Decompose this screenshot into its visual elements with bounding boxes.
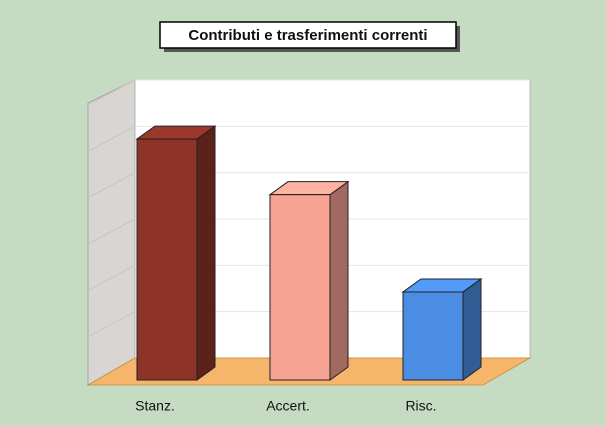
title-box: [159, 21, 457, 49]
bar-side: [329, 180, 349, 381]
x-tick-label: Stanz.: [135, 398, 175, 414]
side-grid-line: [87, 125, 136, 152]
bar-side: [462, 277, 482, 381]
x-tick-label: Accert.: [266, 398, 310, 414]
side-grid-line: [87, 172, 136, 199]
side-grid-line: [87, 311, 136, 338]
bar-side: [196, 125, 216, 381]
bar-front: [136, 138, 198, 381]
side-grid-line: [87, 218, 136, 245]
side-wall: [87, 79, 136, 386]
bar: [135, 125, 217, 381]
chart-title: Contributi e trasferimenti correnti: [188, 27, 427, 44]
bar: [401, 277, 483, 381]
side-grid-line: [87, 79, 136, 106]
bar: [268, 180, 350, 381]
x-tick-label: Risc.: [405, 398, 436, 414]
bar-front: [402, 291, 464, 381]
side-grid-line: [87, 264, 136, 291]
bar-front: [269, 194, 331, 381]
